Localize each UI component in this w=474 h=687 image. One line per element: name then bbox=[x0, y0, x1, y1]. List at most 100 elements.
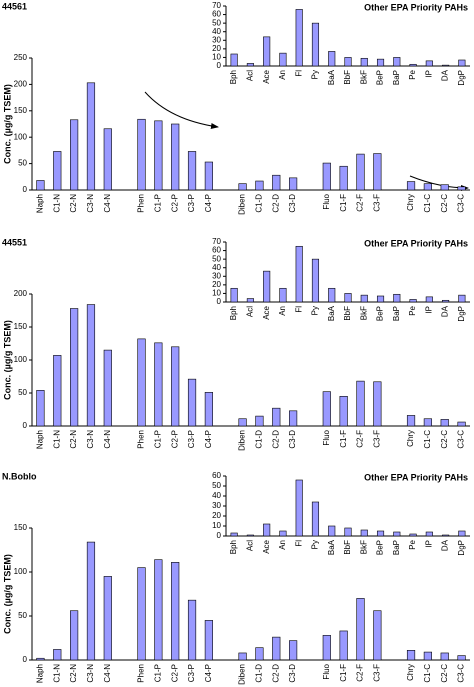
y-tick-label: 30 bbox=[212, 271, 221, 280]
x-tick-label: BaP bbox=[392, 306, 401, 321]
x-tick-label: C3-P bbox=[187, 194, 196, 212]
bar bbox=[393, 57, 401, 67]
x-tick-label: Py bbox=[311, 540, 320, 549]
x-tick-label: C2-N bbox=[69, 430, 78, 449]
y-tick-label: 50 bbox=[18, 611, 27, 620]
bar bbox=[238, 652, 247, 661]
bar bbox=[295, 245, 303, 303]
x-tick-label: DA bbox=[441, 69, 450, 81]
bar bbox=[204, 161, 213, 191]
x-tick-label: BeP bbox=[376, 70, 385, 85]
x-tick-label: C3-F bbox=[372, 430, 381, 448]
y-tick-label: 150 bbox=[14, 106, 28, 115]
panel-title: 44551 bbox=[2, 237, 27, 247]
bar bbox=[425, 531, 433, 537]
x-tick-label: C2-D bbox=[271, 430, 280, 449]
bar bbox=[272, 174, 281, 191]
bar bbox=[289, 177, 298, 191]
bar bbox=[230, 287, 238, 303]
x-tick-label: DA bbox=[441, 539, 450, 551]
y-tick-label: 0 bbox=[217, 531, 222, 540]
bar bbox=[86, 541, 96, 661]
x-tick-label: C4-P bbox=[204, 194, 213, 212]
bar bbox=[272, 407, 281, 427]
x-tick-label: BeP bbox=[376, 306, 385, 321]
bar bbox=[246, 298, 254, 303]
x-tick-label: Ace bbox=[262, 69, 271, 83]
x-tick-label: C3-F bbox=[372, 664, 381, 682]
bar bbox=[393, 293, 401, 303]
x-tick-label: C1-N bbox=[52, 430, 61, 449]
y-tick-label: 10 bbox=[212, 289, 221, 298]
bar bbox=[311, 258, 320, 303]
bar bbox=[103, 576, 112, 661]
x-tick-label: DgP bbox=[457, 306, 466, 322]
x-tick-label: Naph bbox=[36, 430, 45, 449]
bar bbox=[442, 64, 450, 67]
y-axis-label: Conc. (µg/g TSEM) bbox=[2, 84, 12, 164]
y-tick-label: 40 bbox=[212, 27, 221, 36]
bar bbox=[458, 530, 466, 537]
y-tick-label: 30 bbox=[212, 501, 221, 510]
bar bbox=[154, 559, 163, 661]
bar bbox=[311, 501, 320, 537]
bar bbox=[406, 650, 416, 661]
bar bbox=[409, 533, 417, 537]
bar bbox=[440, 652, 449, 661]
x-tick-label: Chry bbox=[406, 664, 415, 681]
bar bbox=[295, 9, 303, 67]
x-tick-label: Phen bbox=[137, 430, 146, 449]
y-tick-label: 50 bbox=[18, 388, 27, 397]
x-tick-label: C2-D bbox=[271, 664, 280, 683]
bar bbox=[263, 523, 271, 537]
bar bbox=[457, 655, 466, 661]
bar bbox=[311, 22, 320, 67]
bar bbox=[171, 123, 180, 191]
y-tick-label: 30 bbox=[212, 35, 221, 44]
y-axis-label: Conc. (µg/g TSEM) bbox=[2, 554, 12, 634]
bar bbox=[328, 51, 336, 67]
bar bbox=[344, 293, 352, 303]
bar bbox=[440, 419, 449, 427]
y-tick-label: 150 bbox=[14, 322, 28, 331]
bar bbox=[279, 287, 287, 303]
x-tick-label: BaA bbox=[327, 69, 336, 85]
x-tick-label: C1-C bbox=[423, 194, 432, 213]
y-tick-label: 100 bbox=[14, 355, 28, 364]
x-tick-label: Chry bbox=[406, 430, 415, 447]
y-tick-label: 20 bbox=[212, 511, 221, 520]
x-tick-label: C3-D bbox=[288, 194, 297, 213]
y-tick-label: 100 bbox=[14, 567, 28, 576]
x-tick-label: Bph bbox=[229, 70, 238, 84]
bar bbox=[255, 647, 264, 661]
x-tick-label: Phen bbox=[137, 664, 146, 683]
x-tick-label: BeP bbox=[376, 540, 385, 555]
bar bbox=[425, 296, 433, 303]
bar bbox=[360, 294, 368, 303]
bar bbox=[328, 525, 336, 537]
x-tick-label: BkF bbox=[359, 306, 368, 320]
x-tick-label: C1-P bbox=[153, 194, 162, 212]
x-tick-label: C4-N bbox=[103, 194, 112, 213]
x-tick-label: Naph bbox=[36, 194, 45, 213]
bar bbox=[103, 349, 112, 427]
bar bbox=[376, 58, 385, 67]
bar bbox=[154, 342, 163, 427]
x-tick-label: Pe bbox=[408, 305, 417, 315]
bar bbox=[53, 355, 62, 427]
arrow bbox=[144, 91, 219, 129]
y-tick-label: 50 bbox=[212, 481, 221, 490]
bar bbox=[373, 381, 382, 427]
x-tick-label: C1-D bbox=[255, 194, 264, 213]
bar bbox=[322, 391, 331, 427]
bar bbox=[458, 59, 466, 67]
x-tick-label: C2-N bbox=[69, 194, 78, 213]
bar bbox=[137, 118, 146, 191]
bar bbox=[360, 529, 368, 537]
bar bbox=[70, 308, 79, 427]
panel-title: 44561 bbox=[2, 1, 27, 11]
x-tick-label: C2-D bbox=[271, 194, 280, 213]
bar bbox=[279, 52, 287, 67]
x-tick-label: C4-N bbox=[103, 664, 112, 683]
y-tick-label: 200 bbox=[14, 80, 28, 89]
